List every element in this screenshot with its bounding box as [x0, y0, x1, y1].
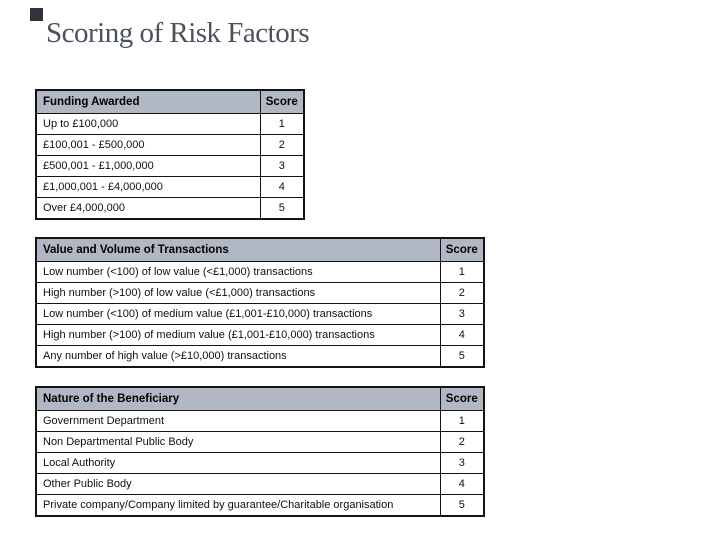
funding-awarded-table: Funding Awarded Score Up to £100,000 1 £… [35, 89, 305, 220]
table-header-label: Value and Volume of Transactions [35, 237, 441, 262]
row-score: 2 [259, 134, 305, 156]
score-header-label: Score [439, 386, 485, 411]
row-label: £100,001 - £500,000 [35, 134, 261, 156]
table-row: £1,000,001 - £4,000,000 4 [35, 176, 305, 198]
table-header-row: Nature of the Beneficiary Score [35, 386, 485, 411]
row-score: 3 [439, 452, 485, 474]
score-header-label: Score [439, 237, 485, 262]
row-label: Low number (<100) of medium value (£1,00… [35, 303, 441, 325]
table-header-row: Funding Awarded Score [35, 89, 305, 114]
row-label: Local Authority [35, 452, 441, 474]
table-row: Low number (<100) of low value (<£1,000)… [35, 261, 485, 283]
row-label: Other Public Body [35, 473, 441, 495]
table-row: £100,001 - £500,000 2 [35, 134, 305, 156]
table-row: £500,001 - £1,000,000 3 [35, 155, 305, 177]
row-label: Non Departmental Public Body [35, 431, 441, 453]
transactions-table: Value and Volume of Transactions Score L… [35, 237, 485, 368]
row-score: 1 [259, 113, 305, 135]
table-row: Over £4,000,000 5 [35, 197, 305, 220]
row-score: 1 [439, 261, 485, 283]
table-row: Low number (<100) of medium value (£1,00… [35, 303, 485, 325]
page-title: Scoring of Risk Factors [46, 17, 310, 49]
row-label: Government Department [35, 410, 441, 432]
table-row: Private company/Company limited by guara… [35, 494, 485, 517]
table-row: Any number of high value (>£10,000) tran… [35, 345, 485, 368]
row-score: 5 [439, 345, 485, 368]
row-score: 5 [259, 197, 305, 220]
corner-accent-square [30, 8, 43, 21]
table-row: Local Authority 3 [35, 452, 485, 474]
row-score: 2 [439, 431, 485, 453]
row-score: 4 [259, 176, 305, 198]
table-row: High number (>100) of medium value (£1,0… [35, 324, 485, 346]
row-label: £500,001 - £1,000,000 [35, 155, 261, 177]
table-row: Up to £100,000 1 [35, 113, 305, 135]
beneficiary-table: Nature of the Beneficiary Score Governme… [35, 386, 485, 517]
table-header-row: Value and Volume of Transactions Score [35, 237, 485, 262]
table-row: Government Department 1 [35, 410, 485, 432]
row-label: Private company/Company limited by guara… [35, 494, 441, 517]
row-score: 4 [439, 473, 485, 495]
row-label: £1,000,001 - £4,000,000 [35, 176, 261, 198]
row-score: 3 [439, 303, 485, 325]
row-label: Over £4,000,000 [35, 197, 261, 220]
row-score: 2 [439, 282, 485, 304]
row-label: Low number (<100) of low value (<£1,000)… [35, 261, 441, 283]
table-row: Other Public Body 4 [35, 473, 485, 495]
row-score: 1 [439, 410, 485, 432]
table-row: High number (>100) of low value (<£1,000… [35, 282, 485, 304]
table-header-label: Funding Awarded [35, 89, 261, 114]
row-label: Up to £100,000 [35, 113, 261, 135]
row-score: 5 [439, 494, 485, 517]
row-label: High number (>100) of medium value (£1,0… [35, 324, 441, 346]
row-label: High number (>100) of low value (<£1,000… [35, 282, 441, 304]
table-row: Non Departmental Public Body 2 [35, 431, 485, 453]
row-score: 4 [439, 324, 485, 346]
row-label: Any number of high value (>£10,000) tran… [35, 345, 441, 368]
row-score: 3 [259, 155, 305, 177]
score-header-label: Score [259, 89, 305, 114]
table-header-label: Nature of the Beneficiary [35, 386, 441, 411]
